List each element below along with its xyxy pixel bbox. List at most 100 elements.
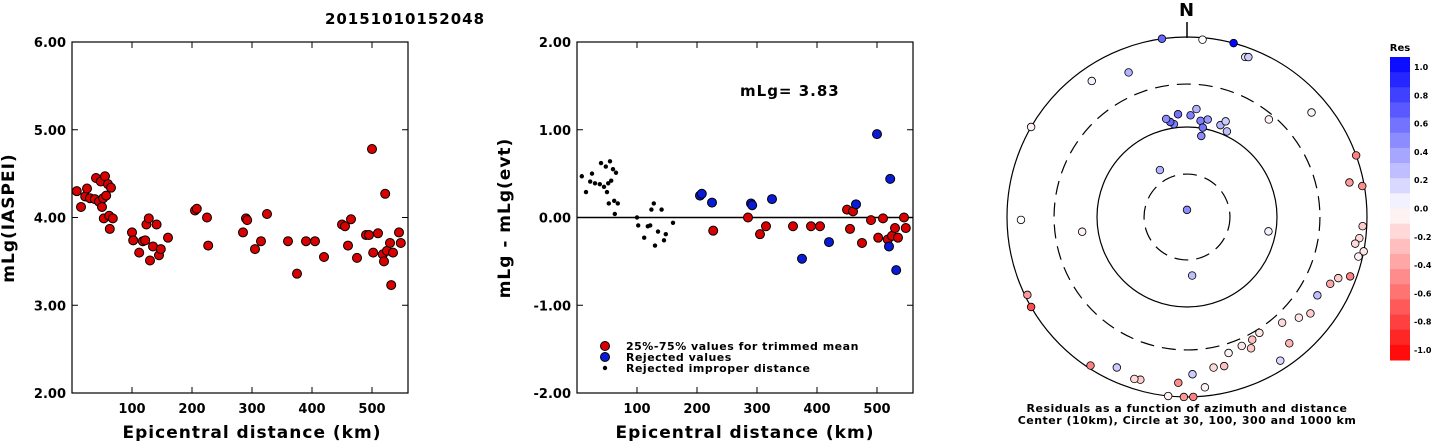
magnitude-point <box>104 223 115 234</box>
station-point <box>1189 392 1198 402</box>
improper-distance-point <box>583 189 589 195</box>
magnitude-point <box>82 183 92 194</box>
trimmed-mean-point <box>893 232 903 243</box>
magnitude-point <box>395 237 406 248</box>
y-tick-label: 6.00 <box>34 36 66 51</box>
station-point <box>1026 122 1036 132</box>
north-label: N <box>1179 0 1195 21</box>
station-point <box>1182 205 1192 215</box>
magnitude-point <box>76 201 86 212</box>
colorbar-swatches <box>1390 57 1410 361</box>
station-point <box>1294 313 1304 322</box>
magnitude-point <box>310 236 320 247</box>
rejected-point <box>707 197 717 208</box>
colorbar-swatch <box>1390 147 1410 164</box>
magnitude-point <box>106 182 116 193</box>
colorbar-tick-label: 0.6 <box>1414 120 1429 129</box>
station-point <box>1358 222 1367 231</box>
ring-300km <box>1053 83 1321 351</box>
mlg-annotation: mLg= 3.83 <box>740 82 840 100</box>
magnitude-point <box>364 230 374 241</box>
colorbar-swatch <box>1390 238 1410 255</box>
station-point <box>1130 374 1139 384</box>
trimmed-mean-point <box>788 221 798 232</box>
station-point <box>1285 339 1294 348</box>
station-point <box>1351 151 1361 160</box>
magnitude-point <box>163 232 173 243</box>
x-tick-label: 300 <box>743 402 770 417</box>
improper-distance-point <box>606 181 611 186</box>
magnitude-point <box>134 247 145 258</box>
station-point <box>1355 233 1364 243</box>
magnitude-point <box>386 280 397 291</box>
magnitude-point <box>343 240 353 251</box>
magnitude-point <box>191 203 202 214</box>
ring-100km <box>1096 126 1278 308</box>
panel-azimuth: N Residuals as a function of azimuth and… <box>1006 0 1368 427</box>
improper-distance-point <box>612 211 617 217</box>
colorbar-swatch <box>1390 163 1410 179</box>
improper-distance-point <box>642 235 647 240</box>
station-point <box>1307 108 1316 117</box>
station-point <box>1023 290 1032 300</box>
magnitude-point <box>388 247 398 258</box>
colorbar-tick-label: -0.8 <box>1414 318 1432 327</box>
legend-label-improper: Rejected improper distance <box>626 362 810 375</box>
distance-rings <box>1006 36 1368 398</box>
azimuth-caption-1: Residuals as a function of azimuth and d… <box>1027 402 1348 415</box>
colorbar-swatch <box>1390 299 1410 316</box>
colorbar-tick-label: -0.2 <box>1414 233 1432 242</box>
station-point <box>1124 68 1133 77</box>
x-tick-label: 300 <box>238 402 265 417</box>
legend-marker-improper <box>602 365 608 371</box>
rejected-point <box>824 237 834 248</box>
improper-distance-point <box>607 159 613 164</box>
magnitude-point <box>101 190 112 201</box>
improper-distance-point <box>612 198 617 204</box>
panel-magnitude-ylabel: mLg(IASPEI) <box>0 153 19 282</box>
colorbar-swatch <box>1390 314 1410 331</box>
station-point <box>1187 271 1197 280</box>
panel-residual: 100 200 300 400 500 -2.00 -1.00 0.00 1.00 2.00 mL… <box>495 36 914 441</box>
improper-distance-point <box>636 223 641 228</box>
x-tick-label: 500 <box>863 402 890 417</box>
panel-residual-ticks: 100 200 300 400 500 -2.00 -1.00 0.00 1.00 2.00 <box>534 36 913 417</box>
colorbar: Res 1.0 0.8 0.6 0.4 0.2 0.0 -0.2 -0.4 -0.6 -0.8 -1… <box>1390 43 1432 361</box>
station-point <box>1163 391 1173 401</box>
x-tick-label: 500 <box>358 402 385 417</box>
panel-magnitude: 100 200 300 400 500 2.00 3.00 4.00 5.00 6.00 Epic… <box>0 36 409 441</box>
ring-30km <box>1143 173 1231 261</box>
x-tick-label: 400 <box>803 402 830 417</box>
station-point <box>1229 38 1238 48</box>
station-point <box>1345 178 1354 187</box>
panel-magnitude-points <box>71 144 406 291</box>
improper-distance-point <box>579 174 584 179</box>
station-point <box>1222 127 1232 136</box>
magnitude-point <box>283 236 293 247</box>
trimmed-mean-point <box>857 237 867 248</box>
colorbar-tick-label: 0.2 <box>1414 176 1428 185</box>
colorbar-tick-label: 0.8 <box>1414 91 1429 100</box>
station-point <box>1313 291 1322 300</box>
station-point <box>1192 104 1201 114</box>
rejected-point <box>851 199 861 210</box>
magnitude-point <box>140 235 151 246</box>
magnitude-point <box>242 215 253 226</box>
station-point <box>1359 247 1368 256</box>
magnitude-point <box>367 144 377 155</box>
station-point <box>1198 123 1207 132</box>
colorbar-swatch <box>1390 178 1410 194</box>
panel-residual-points <box>579 129 911 276</box>
trimmed-mean-point <box>845 223 855 234</box>
station-point <box>1016 215 1026 225</box>
colorbar-tick-label: 0.4 <box>1414 148 1429 157</box>
trimmed-mean-point <box>878 213 888 224</box>
magnitude-point <box>319 251 329 262</box>
y-tick-label: 0.00 <box>539 212 571 227</box>
azimuth-caption-2: Center (10km), Circle at 30, 100, 300 an… <box>1018 414 1357 427</box>
magnitude-point <box>202 212 212 223</box>
colorbar-swatch <box>1390 87 1410 103</box>
colorbar-title: Res <box>1390 43 1410 54</box>
improper-distance-point <box>661 238 667 243</box>
